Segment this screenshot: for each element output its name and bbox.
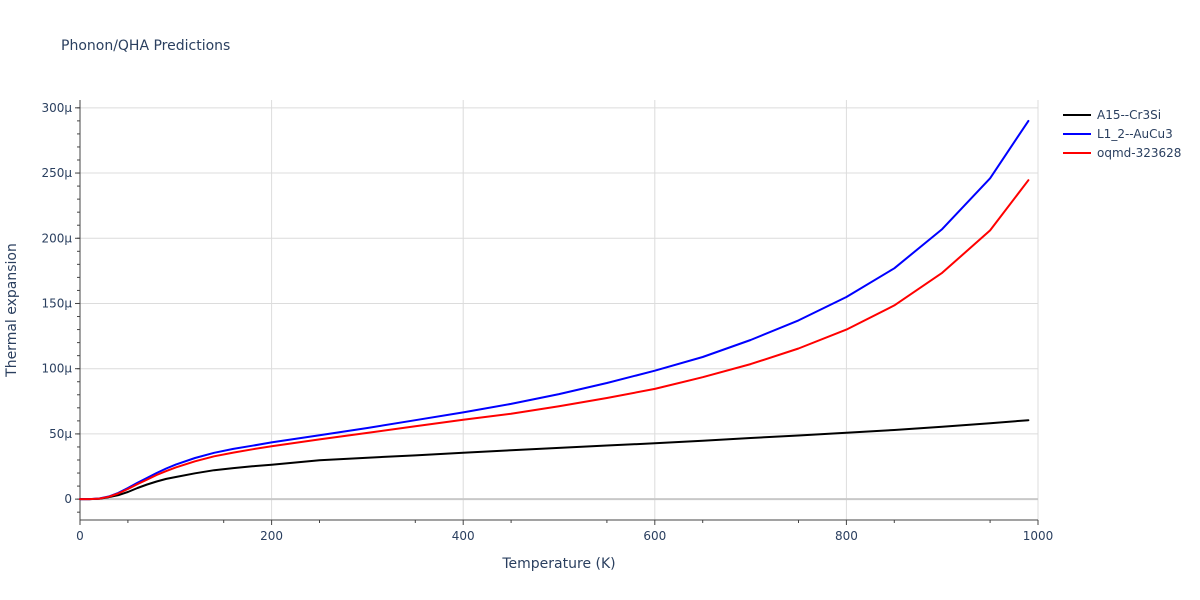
chart-title: Phonon/QHA Predictions xyxy=(61,38,230,54)
legend[interactable]: A15--Cr3Si L1_2--AuCu3 oqmd-323628 xyxy=(1063,108,1181,160)
y-tick-label: 200μ xyxy=(41,231,72,245)
x-tick-label: 200 xyxy=(260,529,283,543)
grid xyxy=(80,100,1039,520)
y-tick-label: 100μ xyxy=(41,362,72,376)
legend-item-2[interactable]: oqmd-323628 xyxy=(1063,146,1181,160)
series-line-2[interactable] xyxy=(79,179,1030,501)
legend-item-1[interactable]: L1_2--AuCu3 xyxy=(1063,127,1173,141)
x-tick-label: 800 xyxy=(835,529,858,543)
y-tick-label: 0 xyxy=(64,492,72,506)
legend-label: L1_2--AuCu3 xyxy=(1097,127,1173,141)
x-tick-label: 1000 xyxy=(1023,529,1054,543)
x-tick-label: 600 xyxy=(643,529,666,543)
y-tick-label: 50μ xyxy=(49,427,72,441)
axes xyxy=(75,100,1039,525)
x-tick-label: 400 xyxy=(452,529,475,543)
plot-area xyxy=(79,119,1030,501)
tick-labels: 0 200 400 600 800 1000 0 50μ 100μ 150μ 200μ 250μ 300… xyxy=(41,101,1053,543)
y-axis-label: Thermal expansion xyxy=(4,243,20,378)
series-line-0[interactable] xyxy=(79,419,1030,501)
y-tick-label: 250μ xyxy=(41,166,72,180)
x-axis-label: Temperature (K) xyxy=(501,556,615,572)
y-tick-label: 300μ xyxy=(41,101,72,115)
legend-item-0[interactable]: A15--Cr3Si xyxy=(1063,108,1161,122)
legend-label: oqmd-323628 xyxy=(1097,146,1181,160)
y-tick-label: 150μ xyxy=(41,296,72,310)
x-tick-label: 0 xyxy=(76,529,84,543)
legend-label: A15--Cr3Si xyxy=(1097,108,1161,122)
